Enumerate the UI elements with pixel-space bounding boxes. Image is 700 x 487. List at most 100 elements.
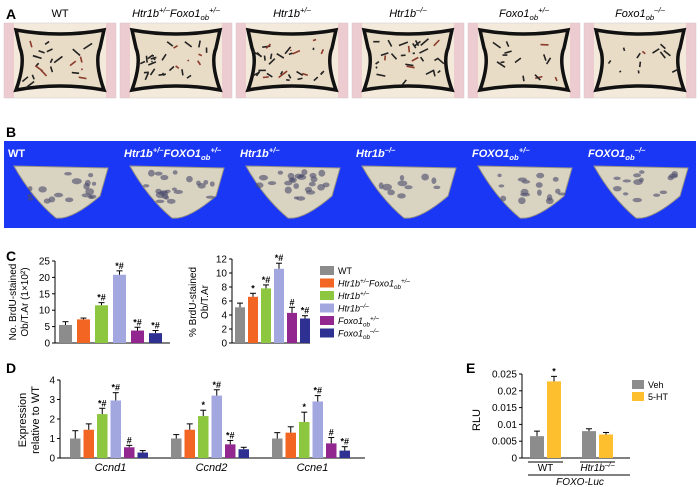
panel-letter-b: B [6,124,16,140]
panel-letter-e: E [466,360,475,376]
chart-c-left-5-significance-mark: *# [151,321,160,331]
histology-section-5 [583,22,697,99]
chart-c-right-ylabel: % BrdU-stainedOb/T.Ar [188,267,211,337]
chart-e-tick-label: 0.015 [492,403,517,414]
chart-d-Ccnd1-3-bar [110,400,121,458]
chart-c-left-5-bar [149,333,162,343]
chart-d-tick-label: 0 [49,454,55,465]
chart-d-Ccne1-4-significance-mark: # [329,428,334,438]
chart-d-Ccnd2-0-bar [171,438,182,458]
chart-c-right-1-significance-mark: * [251,283,255,293]
panel-b-label-2: Htr1b+/– [240,146,280,160]
chart-c-right-tick-label: 10 [216,269,228,280]
chart-c-right-tick-label: 6 [221,297,227,308]
legend-swatch-3 [320,303,334,313]
chart-d-Ccnd1-2-significance-mark: *# [98,398,107,408]
histology-section-1 [119,22,233,99]
legend-label-2: Htr1b+/– [338,290,369,301]
chart-e-xlabel: FOXO-Luc [556,477,604,487]
histology-section-4 [467,22,581,99]
chart-d-Ccne1-0-bar [272,438,283,458]
chart-c-left-4-significance-mark: *# [133,317,142,327]
chart-c-right-4-bar [287,312,297,343]
histology-section-0 [3,22,117,99]
chart-d-group-label-1: Ccnd2 [196,462,228,474]
chart-e-ylabel: RLU [471,409,483,431]
chart-c-left-tick-label: 25 [39,257,51,268]
histology-section-2 [235,22,349,99]
chart-d-Ccnd1-4-bar [124,447,135,458]
chart-d-tick-label: 4 [49,376,55,387]
chart-c-right-tick-label: 2 [221,325,227,336]
chart-c-right-5-significance-mark: *# [301,306,310,316]
chart-e-tick-label: 0.025 [492,370,517,381]
chart-e-legend-label-1: 5-HT [648,392,669,402]
chart-d-Ccnd2-4-significance-mark: *# [226,430,235,440]
chart-c-left-0-bar [59,324,72,343]
chart-d-Ccnd2-4-bar [225,444,236,458]
chart-e-0-1-bar [547,381,561,458]
chart-c-right-2-significance-mark: *# [262,275,271,285]
chart-d-Ccnd2-5-bar [238,449,249,458]
chart-d-Ccnd1-4-significance-mark: # [127,435,132,445]
chart-d-group-label-2: Ccne1 [297,462,329,474]
panel-a-label-4: Foxo1ob+/– [499,6,550,22]
panel-b: WT Htr1b+/–FOXO1ob+/– Htr1b+/– Htr1b–/– FOXO… [4,141,696,228]
chart-d-Ccnd2-1-bar [184,429,195,458]
chart-c-right-4-significance-mark: # [289,297,294,307]
panel-b-label-3: Htr1b–/– [356,146,396,160]
panel-letter-a: A [6,6,16,22]
panel-letter-d: D [6,360,16,376]
chart-d-Ccne1-4-bar [326,443,337,458]
chart-c-left-tick-label: 20 [39,273,51,284]
panel-letter-c: C [6,248,16,264]
chart-e-tick-label: 0.005 [492,437,517,448]
micro-ct-render-4 [477,165,573,219]
chart-e-1-0-bar [582,431,596,458]
panel-a-label-2: Htr1b+/– [273,6,312,20]
chart-e-0-0-bar [530,436,544,458]
chart-c-left-2-significance-mark: *# [97,293,106,303]
chart-d-tick-label: 3 [49,395,55,406]
chart-d-Ccne1-5-bar [339,450,350,458]
chart-c-right-tick-label: 12 [216,255,228,266]
chart-e-tick-label: 0.02 [498,386,518,397]
chart-d: 0 1 2 3 4 *# *# # Ccnd1 * *# *# Ccnd2 * *# # *# Ccne1 Expr… [17,376,365,474]
chart-c-right-2-bar [261,288,271,343]
chart-c-right-3-significance-mark: *# [275,253,284,263]
chart-d-Ccnd1-2-bar [97,414,108,458]
legend-label-3: Htr1b–/– [338,303,369,314]
chart-d-Ccnd1-1-bar [83,429,94,458]
chart-e-legend-label-0: Veh [648,380,664,390]
chart-d-Ccne1-3-significance-mark: *# [313,386,322,396]
chart-c-left-3-bar [113,274,126,343]
chart-d-Ccnd1-0-bar [70,438,81,458]
chart-d-tick-label: 1 [49,434,55,445]
chart-d-Ccnd1-5-bar [137,452,148,458]
panel-a-label-3: Htr1b–/– [389,6,427,20]
chart-c-left-2-bar [95,305,108,343]
chart-d-Ccne1-5-significance-mark: *# [340,437,349,447]
legend-swatch-4 [320,316,334,325]
chart-c-left-3-significance-mark: *# [115,261,124,271]
chart-d-Ccne1-3-bar [312,401,323,458]
legend-swatch-5 [320,328,334,338]
chart-c-right: 0 2 4 6 8 10 12 * *# *# # *# % BrdU-stainedOb/T.Ar [188,253,310,350]
panel-a-label-5: Foxo1ob–/– [615,6,666,22]
chart-c-left-tick-label: 5 [44,322,50,333]
chart-c-right-1-bar [248,296,258,343]
chart-e-tick-label: 0 [511,454,517,465]
chart-d-Ccnd2-2-bar [198,416,209,458]
chart-c-left-tick-label: 10 [39,306,51,317]
chart-d-Ccne1-2-bar [299,421,310,458]
legend-swatch-2 [320,291,334,300]
legend-label-1: Htr1b+/–Foxo1ob+/– [338,278,410,291]
chart-c-right-tick-label: 0 [221,339,227,350]
chart-c-left: 0 5 10 15 20 25 *# *# *# *# No. BrdU-stainedOb/T.A… [8,257,170,350]
chart-c-left-4-bar [131,330,144,343]
micro-ct-render-3 [361,165,457,219]
legend-c: WTHtr1b+/–Foxo1ob+/–Htr1b+/–Htr1b–/–Foxo… [320,266,410,341]
chart-e-0-1-significance-mark: * [552,366,556,376]
